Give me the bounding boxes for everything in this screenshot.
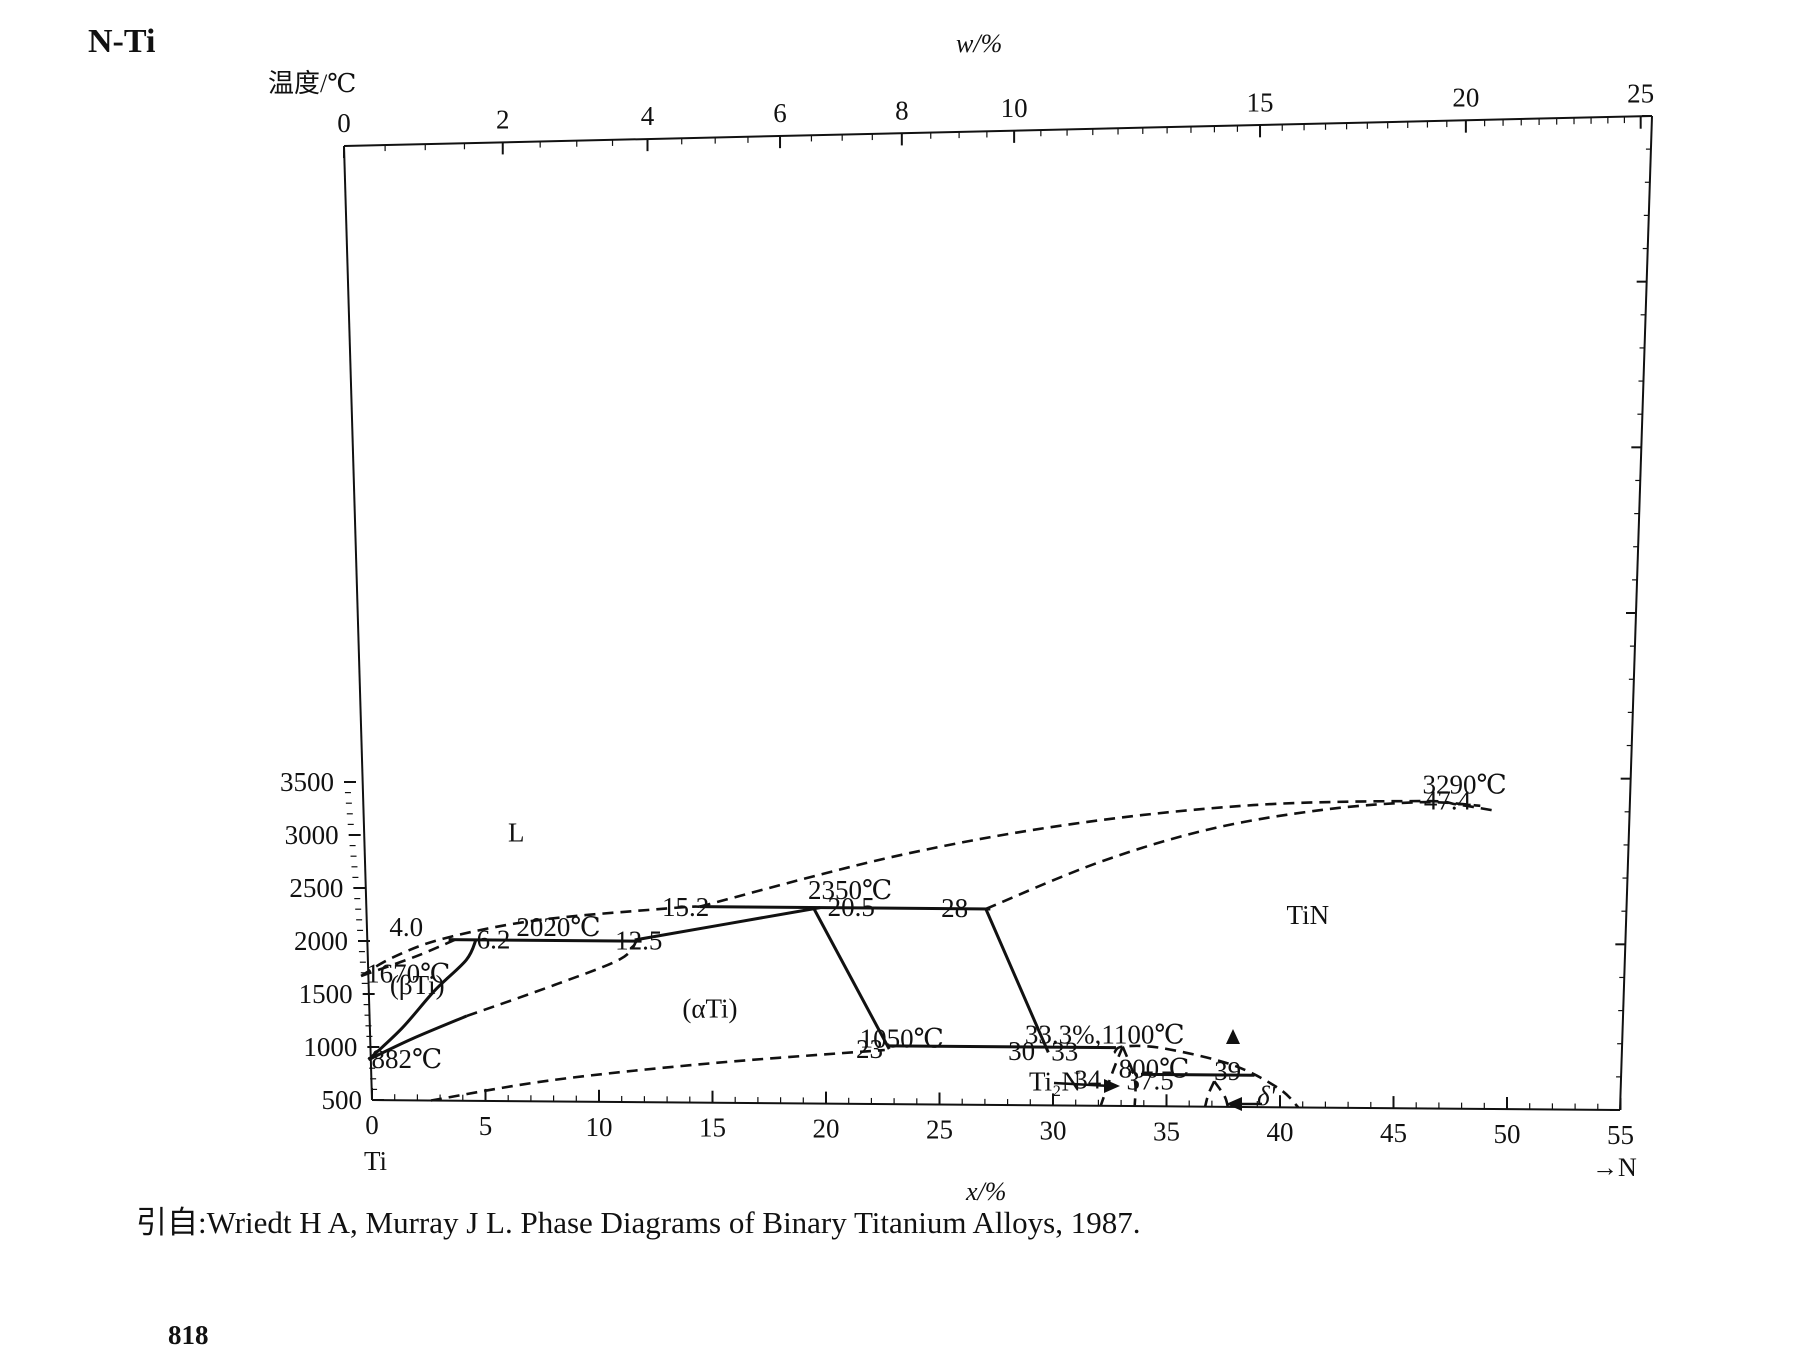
annotation-label: 37.5 xyxy=(1126,1066,1173,1096)
annotation-label: 33.3%,1100℃ xyxy=(1025,1020,1185,1050)
solid-boundary xyxy=(634,906,821,942)
phase-label: (βTi) xyxy=(390,970,445,1000)
annotation-label: 1050℃ xyxy=(860,1024,944,1054)
bottom-axis-line xyxy=(371,1099,1621,1111)
annotation-label: 33 xyxy=(1051,1036,1078,1066)
annotation-label: 12.5 xyxy=(615,925,662,955)
y-axis-ticks: 500 1000 1500 2000 2500 3000 3500 xyxy=(280,115,1652,1115)
x-tick-label: 25 xyxy=(926,1115,953,1145)
vertex-arrow xyxy=(1226,1029,1240,1044)
y-tick-label: 500 xyxy=(322,1085,363,1115)
x-tick-label: 10 xyxy=(586,1112,613,1142)
top-tick-label: 8 xyxy=(895,95,909,125)
dashed-boundary xyxy=(430,1048,885,1102)
x-tick-label: 35 xyxy=(1153,1116,1180,1146)
annotation-label: 4.0 xyxy=(389,912,423,942)
annotation-label: 882℃ xyxy=(371,1044,442,1074)
y-axis-line xyxy=(343,145,373,1101)
annotation-label: 1670℃ xyxy=(366,958,450,988)
top-tick-label: 0 xyxy=(337,108,351,138)
y-tick-label: 2000 xyxy=(294,926,348,956)
phase-label: TiN xyxy=(1287,900,1330,930)
y-tick-label: 3500 xyxy=(280,767,334,797)
x-tick-label: 0 xyxy=(365,1110,379,1140)
annotation-label: 34 xyxy=(1074,1065,1102,1095)
annotation-label: 20.5 xyxy=(828,892,875,922)
x-tick-label: 55 xyxy=(1607,1120,1634,1150)
phase-label: (αTi) xyxy=(682,994,737,1024)
invariant-line xyxy=(888,1044,1116,1050)
source-caption: 引自:Wriedt H A, Murray J L. Phase Diagram… xyxy=(136,1205,1140,1240)
x-tick-label: 40 xyxy=(1267,1117,1294,1147)
dashed-boundary xyxy=(466,939,638,1018)
diagram-title: N-Ti xyxy=(88,23,155,60)
delta-prime-arrow xyxy=(1226,1097,1262,1111)
dashed-boundary xyxy=(1203,1080,1216,1107)
invariant-line xyxy=(699,905,991,911)
dashed-boundary xyxy=(985,800,1481,911)
x-tick-label: 5 xyxy=(479,1111,493,1141)
page-number: 818 xyxy=(168,1320,209,1346)
annotation-label: 2350℃ xyxy=(808,875,892,905)
y-tick-label: 3000 xyxy=(285,820,339,850)
top-tick-label: 4 xyxy=(641,101,655,131)
y-tick-label: 1500 xyxy=(299,979,353,1009)
annotation-label: 47.4 xyxy=(1424,786,1472,816)
point-annotations: 3290℃47.4 2350℃ 15.2 20.5 28 4.0 2020℃6.2 12.5 1… xyxy=(366,770,1507,1096)
invariant-line xyxy=(448,938,642,943)
annotation-label: 23 xyxy=(856,1034,883,1064)
top-tick-label: 25 xyxy=(1627,79,1654,109)
top-axis-ticks: 0 2 4 6 8 10 15 20 25 xyxy=(337,79,1654,158)
x-axis-label: x/% xyxy=(965,1177,1006,1206)
top-axis-label: w/% xyxy=(956,29,1002,58)
solid-boundary xyxy=(367,1014,468,1062)
top-tick-label: 15 xyxy=(1247,87,1274,117)
annotation-label: 15.2 xyxy=(662,892,709,922)
dashed-boundary xyxy=(360,905,700,978)
x-tick-label: 15 xyxy=(699,1113,726,1143)
top-tick-label: 20 xyxy=(1452,83,1479,113)
annotation-label: 2020℃ xyxy=(516,912,600,942)
top-tick-label: 6 xyxy=(773,98,787,128)
dashed-boundary xyxy=(1121,1046,1137,1107)
phase-labels: L TiN (βTi) (αTi) Ti₂N δ' xyxy=(390,818,1329,1111)
x-tick-label: 50 xyxy=(1494,1119,1521,1149)
x-axis-left-end: Ti xyxy=(364,1146,387,1176)
x-tick-label: 45 xyxy=(1380,1118,1407,1148)
x-tick-label: 20 xyxy=(813,1114,840,1144)
solid-boundary xyxy=(811,906,891,1050)
invariant-line xyxy=(1140,1072,1255,1077)
y-axis-label: 温度/℃ xyxy=(268,69,356,98)
phase-label: δ' xyxy=(1257,1081,1277,1111)
dashed-boundary xyxy=(699,799,1493,908)
phase-boundaries xyxy=(360,799,1493,1109)
solid-boundary xyxy=(984,908,1050,1053)
y-tick-label: 1000 xyxy=(303,1032,357,1062)
x-axis-right-end: →N xyxy=(1592,1153,1637,1182)
dashed-boundary xyxy=(1099,1046,1124,1107)
top-tick-label: 2 xyxy=(496,104,510,134)
annotation-label: 30 xyxy=(1008,1036,1035,1066)
annotation-label: 6.2 xyxy=(477,924,511,954)
phase-label: L xyxy=(508,818,525,848)
x-tick-label: 30 xyxy=(1040,1115,1067,1145)
dashed-boundary xyxy=(360,937,459,978)
top-tick-label: 10 xyxy=(1001,93,1028,123)
top-axis-line xyxy=(343,115,1653,147)
solid-boundary xyxy=(367,939,478,1061)
annotation-label: 800℃ xyxy=(1119,1053,1190,1083)
annotation-label: 39 xyxy=(1214,1056,1241,1086)
ti2n-arrow xyxy=(1053,1079,1120,1093)
annotation-label: 28 xyxy=(941,893,968,923)
phase-label: Ti₂N xyxy=(1029,1066,1081,1096)
y-tick-label: 2500 xyxy=(289,873,343,903)
annotation-label: 3290℃ xyxy=(1423,770,1507,800)
bottom-axis-ticks: 0 5 10 15 20 25 30 35 40 45 50 55 xyxy=(365,1088,1634,1150)
